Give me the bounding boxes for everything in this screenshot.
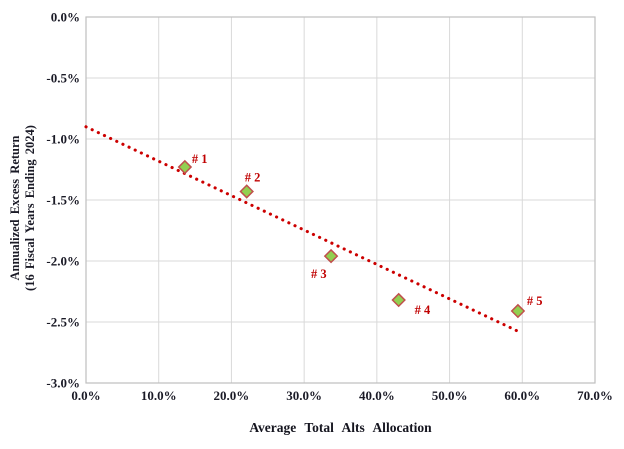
y-tick-label: -3.0% <box>46 376 80 391</box>
data-point-label-3: # 3 <box>311 267 327 281</box>
y-tick-label: -2.5% <box>46 315 80 330</box>
y-tick-label: -2.0% <box>46 254 80 269</box>
data-point-marker-4 <box>391 292 406 308</box>
y-axis-title-line2: (16 Fiscal Years Ending 2024) <box>23 125 37 291</box>
x-tick-label: 20.0% <box>214 388 250 403</box>
data-point-label-2: # 2 <box>245 170 261 184</box>
data-point-label-4: # 4 <box>415 303 431 317</box>
x-tick-label: 0.0% <box>71 388 100 403</box>
data-point-marker-5 <box>510 303 526 319</box>
y-tick-label: -1.0% <box>46 132 80 147</box>
y-axis-title-line1: Annualized Excess Return <box>8 135 22 281</box>
x-tick-label: 40.0% <box>359 388 395 403</box>
x-tick-label: 70.0% <box>577 388 613 403</box>
y-tick-label: 0.0% <box>51 10 80 25</box>
x-tick-label: 60.0% <box>504 388 540 403</box>
y-tick-label: -1.5% <box>46 193 80 208</box>
data-point-label-1: # 1 <box>192 152 208 166</box>
x-axis-title: Average Total Alts Allocation <box>249 420 432 435</box>
plot-border <box>85 16 596 384</box>
data-point-label-5: # 5 <box>527 294 543 308</box>
x-tick-label: 10.0% <box>141 388 177 403</box>
data-point-marker-3 <box>323 248 339 264</box>
y-tick-label: -0.5% <box>46 71 80 86</box>
trendline <box>84 125 519 333</box>
x-tick-label: 50.0% <box>432 388 468 403</box>
y-axis-title: Annualized Excess Return (16 Fiscal Year… <box>8 88 38 328</box>
data-point-marker-1 <box>177 159 193 175</box>
x-tick-label: 30.0% <box>286 388 322 403</box>
data-point-marker-2 <box>239 184 254 199</box>
